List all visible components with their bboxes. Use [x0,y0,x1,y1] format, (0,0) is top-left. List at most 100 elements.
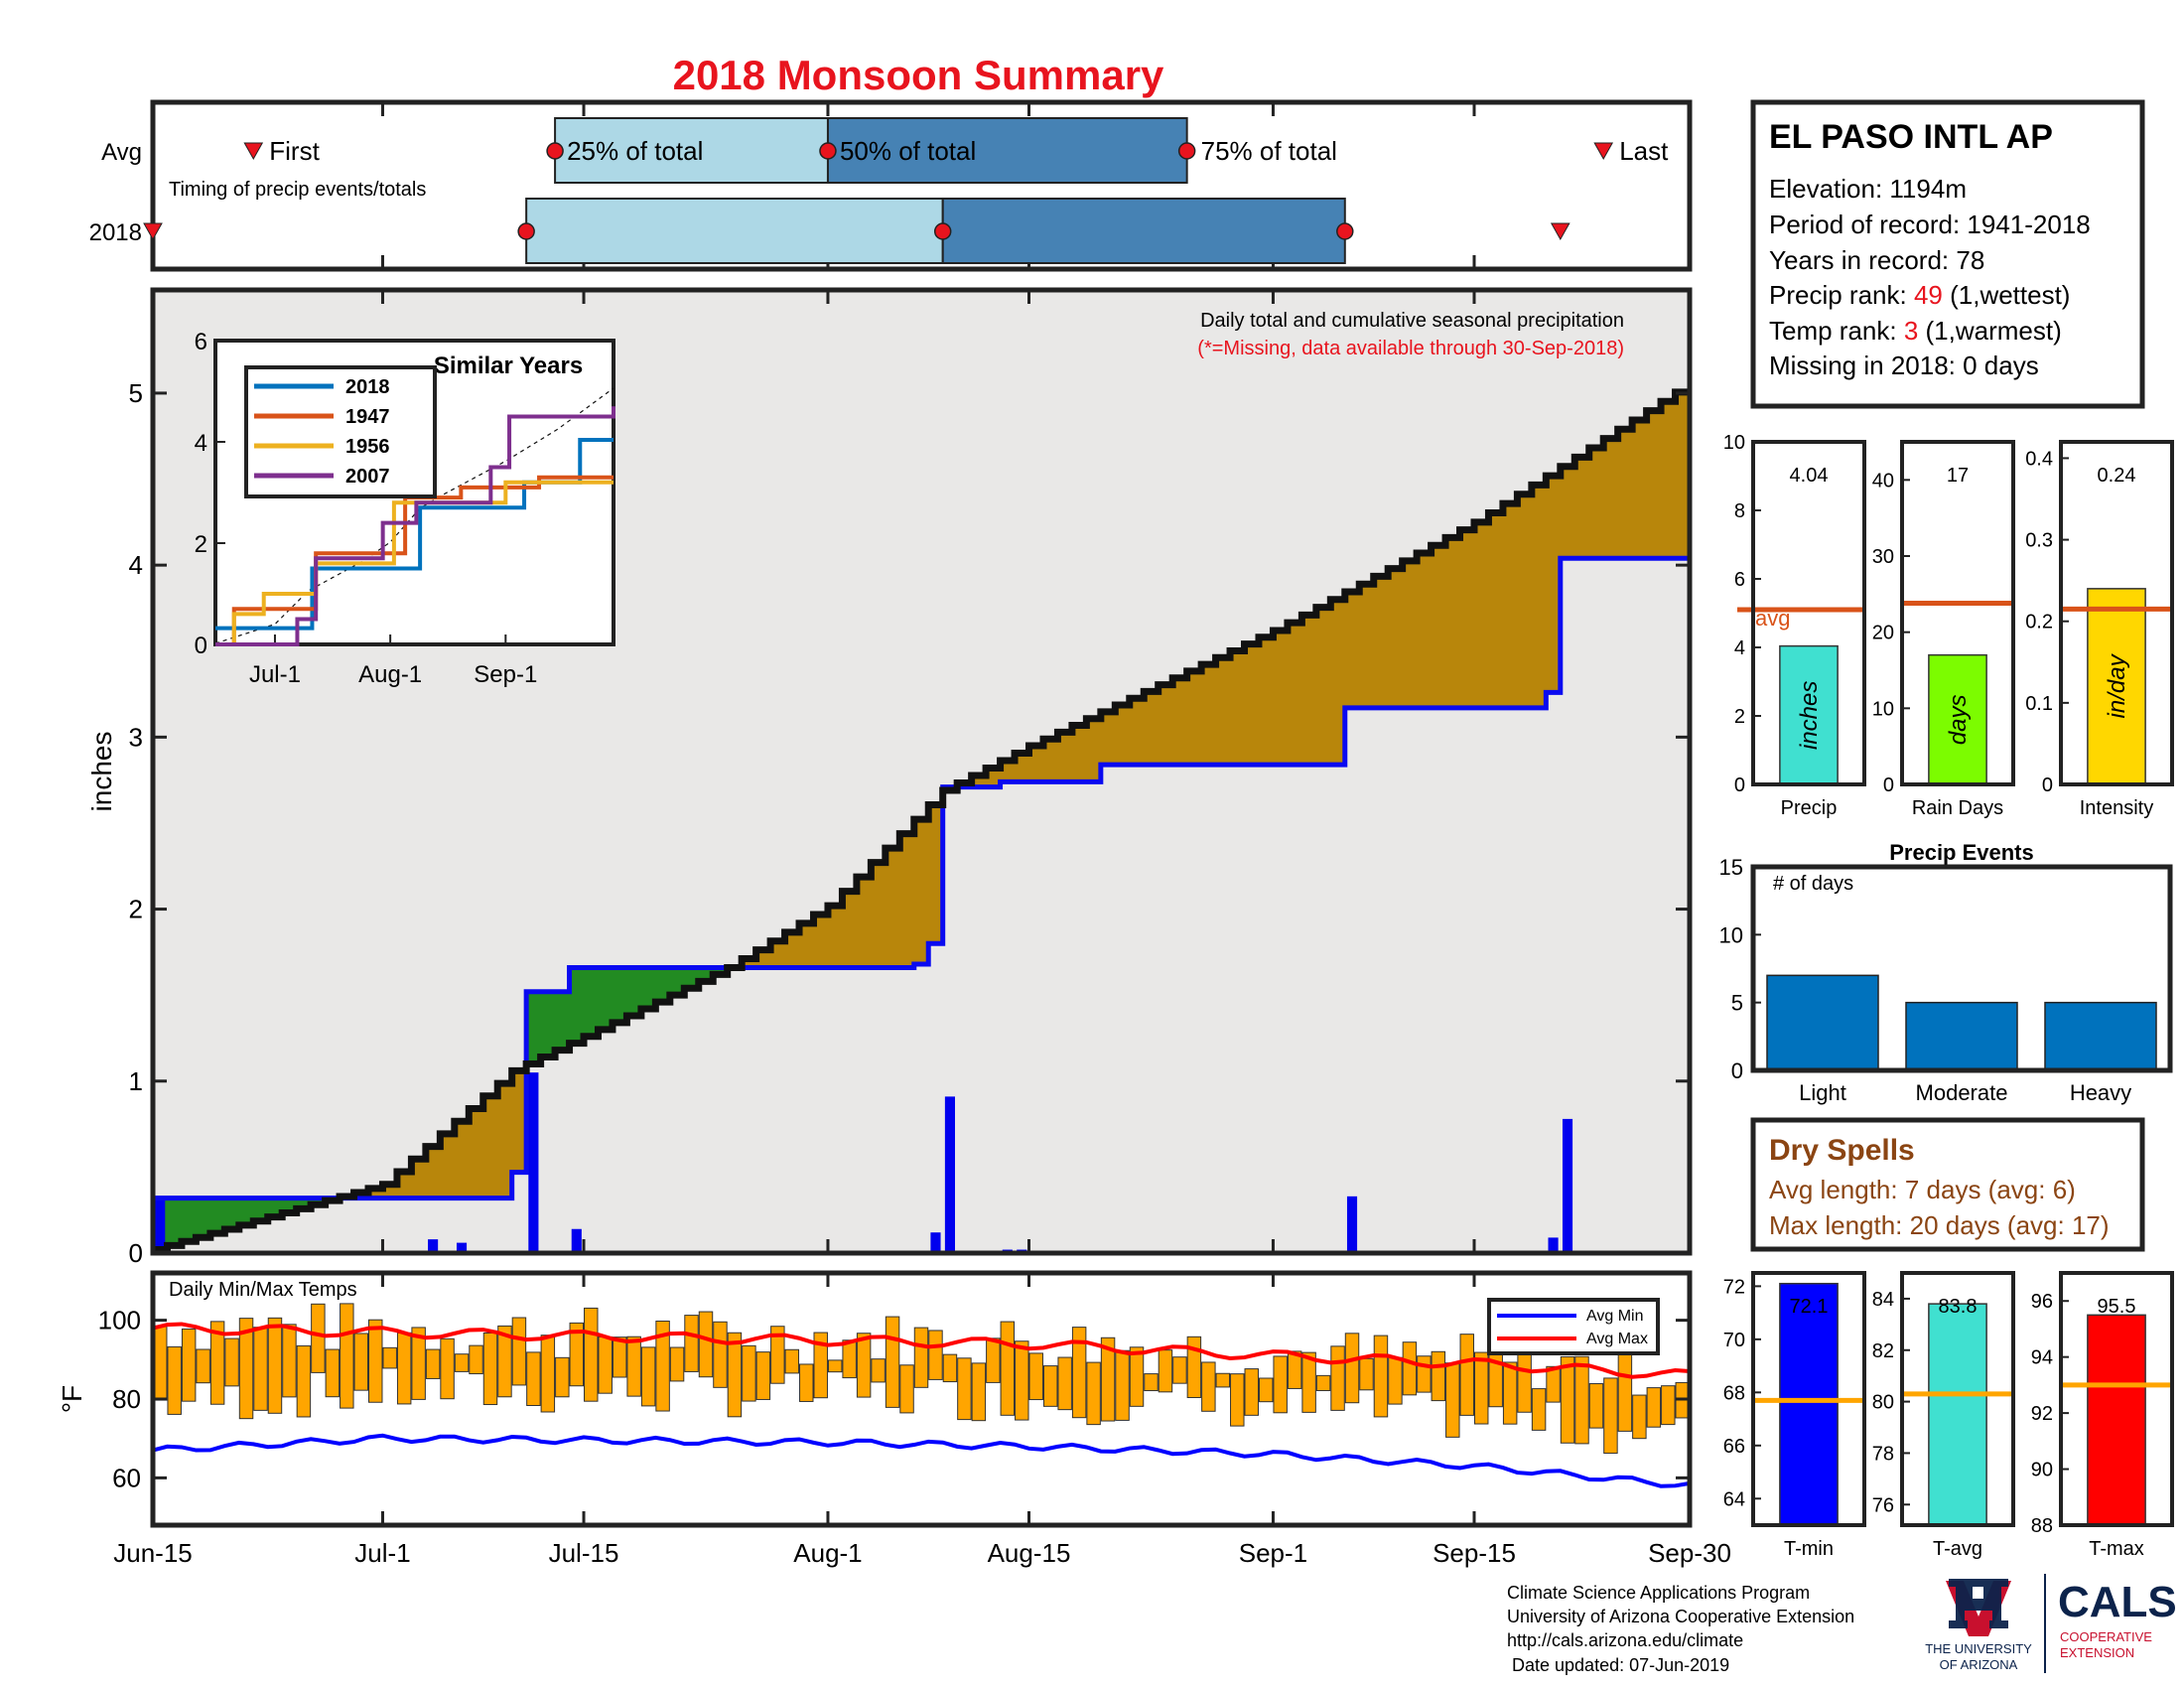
daily-temp-bar [913,1327,929,1388]
cumulative-2018-line [153,555,1690,1201]
daily-precip-bar [571,1228,582,1253]
daily-temp-bar [971,1362,987,1422]
stat-tick-label: 68 [1723,1382,1745,1404]
daily-temp-bar [871,1358,886,1383]
timing-box-25-50 [525,198,944,264]
timing-marks [143,117,1614,264]
stat-bar [2087,1314,2146,1526]
stat-unit-label: days [1945,694,1972,745]
x-date-label: Aug-15 [988,1538,1071,1568]
daily-temp-bar [440,1337,455,1400]
dry-spells-max: Max length: 20 days (avg: 17) [1769,1210,2110,1240]
timing-box-25-50 [554,117,829,184]
daily-temp-bar [1028,1352,1043,1401]
station-frame [1750,99,2145,409]
daily-temp-bar [742,1344,756,1402]
stat-axis-label: Rain Days [1912,797,2003,819]
daily-temp-bar [1488,1346,1503,1408]
event-category-label: Heavy [2070,1080,2131,1105]
stat-tick-label: 76 [1872,1494,1894,1516]
daily-temp-bar [1057,1356,1072,1411]
daily-temp-bar [1144,1373,1159,1392]
stat-tick-label: 8 [1734,500,1745,522]
legend-avg-min: Avg Min [1586,1308,1644,1325]
daily-temp-bar [885,1316,900,1408]
stat-bar [1779,644,1839,785]
daily-temp-bar [1258,1377,1274,1403]
stat-panel-rain_days: 0 10 20 30 40 17 Rain Days days [1872,440,2015,819]
figure-title: 2018 Monsoon Summary [673,52,1164,98]
daily-temp-bar [957,1357,972,1421]
daily-temp-bar [612,1336,627,1378]
stat-tick-label: 94 [2031,1347,2053,1369]
stat-tick-label: 96 [2031,1291,2053,1313]
daily-temp-bar [1473,1351,1489,1425]
daily-temp-bar [267,1317,283,1414]
daily-temp-bar [1632,1394,1647,1440]
inset-x-tick-label: Aug-1 [358,661,422,688]
daily-temp-bar [1574,1355,1589,1445]
legend-avg-max: Avg Max [1586,1331,1648,1347]
stat-tick-label: 0.4 [2025,448,2053,470]
station-period: Period of record: 1941-2018 [1769,210,2091,239]
daily-temp-bar [555,1356,570,1398]
stat-frame [1751,440,1866,786]
stat-frame [1900,440,2015,786]
stat-tick-label: 10 [1723,432,1745,454]
daily-temp-bar [1502,1361,1518,1425]
daily-temp-bar [1388,1356,1403,1405]
stat-tick-label: 64 [1723,1488,1745,1510]
daily-precip-bar [1346,1196,1358,1253]
daily-temp-bar [669,1346,685,1382]
timing-box-50-75 [941,198,1346,264]
daily-precip-bar [1562,1118,1573,1253]
daily-temp-bar [684,1315,699,1372]
daily-temp-bar [1273,1355,1288,1414]
daily-temp-bar [770,1326,785,1384]
main-y-tick-label: 5 [129,378,143,408]
daily-temp-bar [1287,1350,1302,1389]
event-category-label: Light [1799,1080,1846,1105]
daily-temp-bar [1244,1368,1259,1416]
daily-temp-bar [454,1353,470,1372]
daily-temp-bar [1531,1388,1547,1431]
cumulative-average-line [153,388,1690,1254]
inset-legend: 2018 1947 1956 2007 [254,376,390,488]
temp-y-ticks: 60 80 100 [98,1306,1690,1492]
stat-tick-label: 80 [1872,1392,1894,1414]
daily-temp-bar [1417,1355,1432,1393]
inset-x-tick-label: Jul-1 [249,661,301,688]
daily-temp-bar [1086,1361,1101,1426]
stat-tick-label: 0 [1734,774,1745,796]
cals-sub-line2: EXTENSION [2060,1645,2134,1660]
daily-temp-bar [526,1351,541,1406]
daily-temp-bar [1546,1365,1561,1403]
cals-sub-line1: COOPERATIVE [2060,1629,2152,1644]
daily-temp-bar [1215,1372,1231,1388]
label-50pct: 50% of total [840,136,976,166]
ua-logo-text-line1: THE UNIVERSITY [1925,1641,2032,1656]
daily-temp-bar [282,1324,297,1398]
temp-y-tick-label: 100 [98,1306,141,1336]
station-info-box: EL PASO INTL AP Elevation: 1194m Period … [1750,99,2145,409]
daily-precip-bar [155,1197,166,1253]
temp-y-tick-label: 60 [112,1463,141,1492]
footer-line2: University of Arizona Cooperative Extens… [1507,1607,1854,1626]
daily-temp-bar [640,1346,656,1407]
stat-panel-precip: 0 2 4 6 8 10 4.04 Precip inches [1723,432,1866,819]
cals-logo: CALS COOPERATIVE EXTENSION [2058,1578,2177,1660]
daily-temp-bar [1042,1365,1058,1407]
daily-temp-bars [153,1303,1691,1455]
daily-temp-bar [755,1351,771,1400]
timing-percentile-marker [546,142,564,160]
event-bar [1905,1001,2018,1071]
inset-y-tick-label: 6 [195,329,207,355]
daily-temp-bar [1172,1356,1187,1384]
temp-y-tick-label: 80 [112,1384,141,1414]
daily-temp-bar [311,1303,326,1373]
daily-precip-bar [428,1239,439,1253]
daily-temp-bar [899,1364,914,1414]
stat-tick-label: 88 [2031,1515,2053,1537]
temp-panel-label: Daily Min/Max Temps [169,1279,357,1301]
stat-bar [1928,1303,1987,1526]
